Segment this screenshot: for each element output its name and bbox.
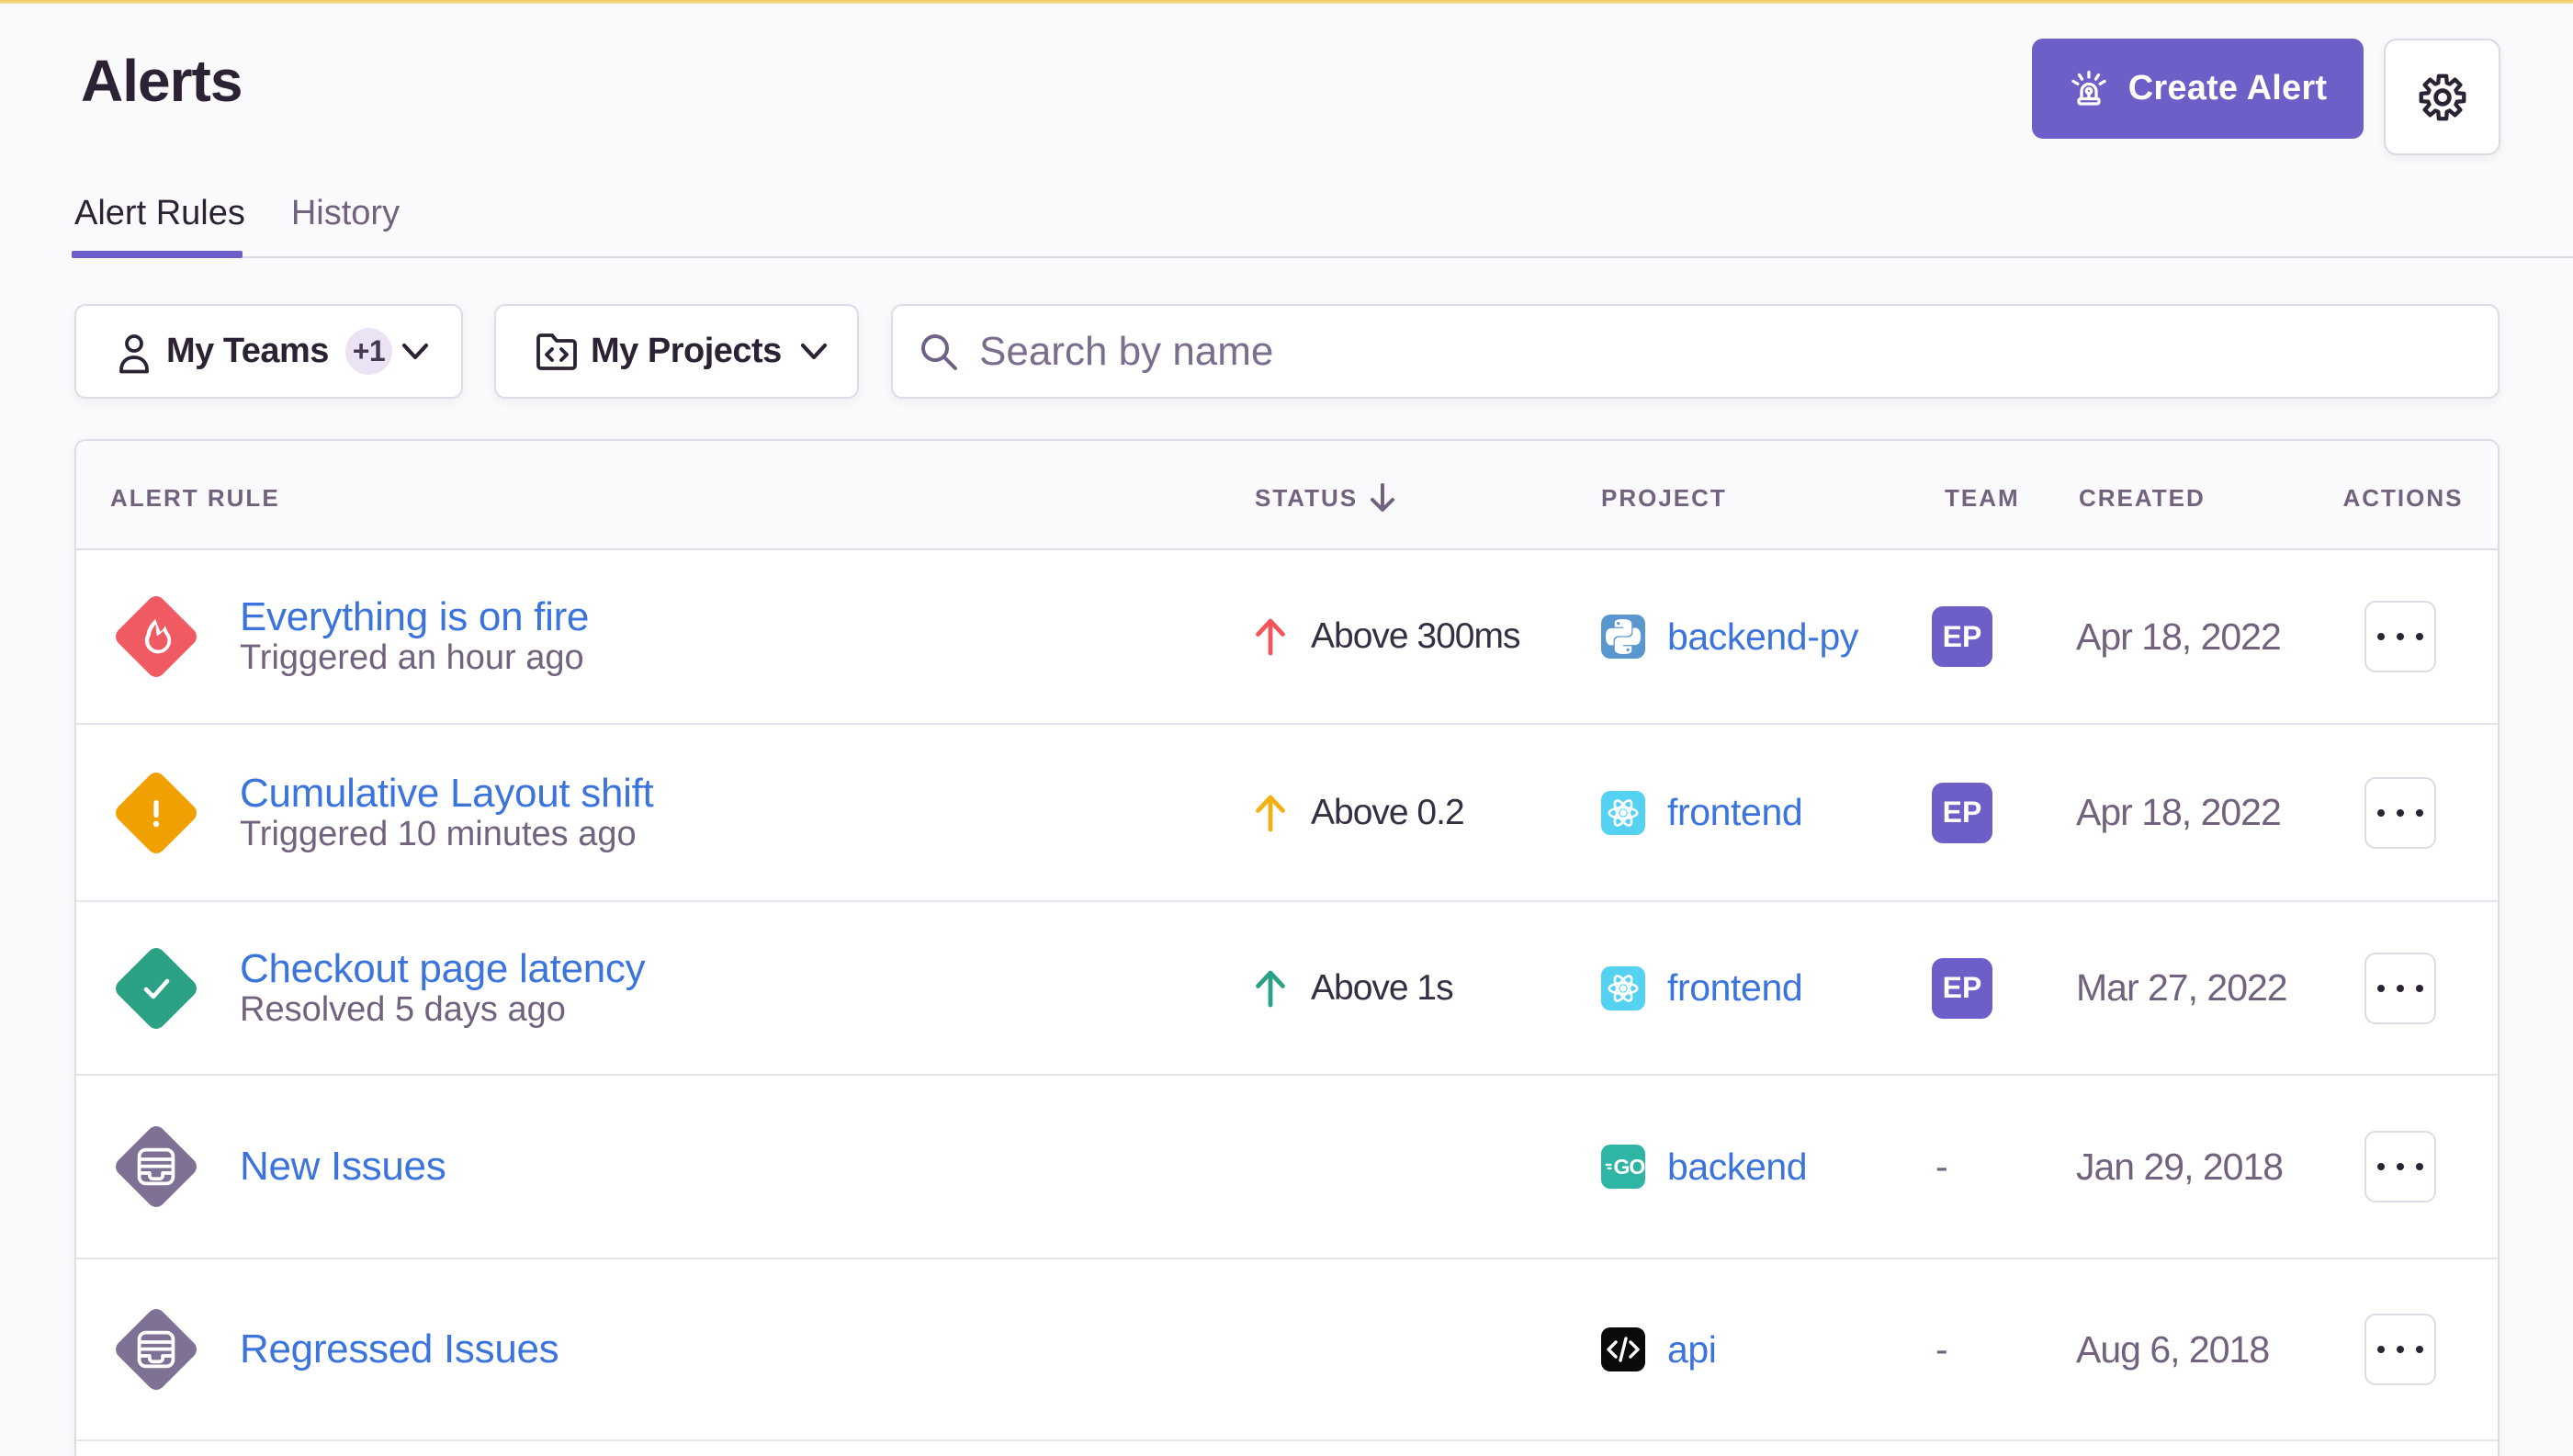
svg-text:GO: GO	[1614, 1155, 1645, 1179]
